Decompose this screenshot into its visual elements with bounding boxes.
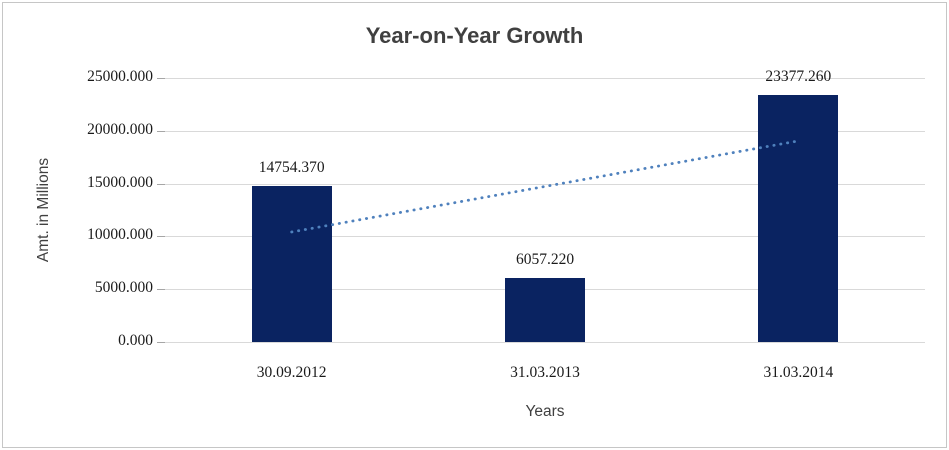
- gridline: [165, 130, 925, 132]
- x-category-label: 31.03.2014: [763, 364, 834, 381]
- y-axis-title: Amt. in Millions: [35, 157, 52, 263]
- y-axis-tick: [157, 342, 165, 343]
- y-axis-tick: [157, 236, 165, 238]
- y-axis-tick: [157, 130, 165, 132]
- data-label: 14754.370: [258, 159, 325, 177]
- bar: [758, 95, 839, 342]
- bar: [251, 186, 332, 342]
- gridline: [165, 78, 925, 79]
- x-category-label: 31.03.2013: [510, 364, 580, 381]
- x-axis-title: Years: [525, 403, 565, 420]
- gridline: [165, 342, 925, 343]
- y-axis-tick: [157, 289, 165, 291]
- y-tick-label: 0.000: [118, 332, 153, 349]
- trendline: [290, 139, 800, 234]
- y-tick-label: 20000.000: [87, 120, 153, 138]
- y-axis-tick: [157, 78, 165, 79]
- y-tick-label: 15000.000: [87, 173, 153, 191]
- gridline: [165, 236, 925, 238]
- chart-title: Year-on-Year Growth: [365, 23, 584, 48]
- data-label: 6057.220: [515, 251, 575, 269]
- x-category-label: 30.09.2012: [256, 364, 327, 381]
- y-tick-label: 10000.000: [87, 226, 153, 244]
- y-tick-label: 25000.000: [87, 68, 153, 85]
- bar: [505, 278, 585, 342]
- gridline: [165, 183, 925, 185]
- y-axis-tick: [157, 183, 165, 185]
- y-tick-label: 5000.000: [94, 279, 153, 297]
- data-label: 23377.260: [765, 68, 832, 86]
